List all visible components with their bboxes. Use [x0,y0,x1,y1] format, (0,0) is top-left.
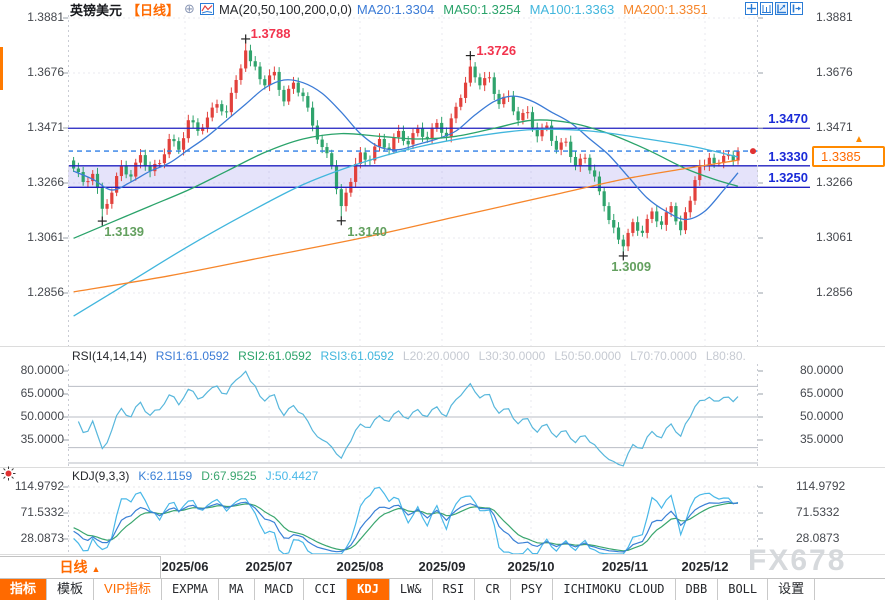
toolbar-button-dbb[interactable]: DBB [676,579,719,600]
toolbar-button-vip[interactable]: VIP指标 [94,579,162,600]
date-label: 2025/09 [418,559,466,574]
toolbar-button-[interactable]: 设置 [768,579,816,600]
kdj-legend-item: D:67.9525 [201,469,257,483]
period-tag: 【日线】 [127,2,180,18]
rsi-legend-item: RSI2:61.0592 [238,349,312,363]
toolbar-button-psy[interactable]: PSY [511,579,554,600]
date-label: 2025/11 [601,559,649,574]
rsi-legend-item: RSI(14,14,14) [72,349,147,363]
watermark: FX678 [748,544,847,577]
collapse-panel-icon[interactable] [790,2,803,15]
toolbar-button-macd[interactable]: MACD [255,579,305,600]
period-selector-label: 日线 [59,559,88,575]
period-selector[interactable]: 日线 ▲ [0,556,161,578]
toolbar-button-ichimokucloud[interactable]: ICHIMOKU CLOUD [553,579,676,600]
kdj-legend-item: KDJ(9,3,3) [72,469,130,483]
date-label: 2025/12 [681,559,729,574]
chart-tool-icons [745,2,803,15]
date-label: 2025/08 [336,559,384,574]
toolbar-button-expma[interactable]: EXPMA [162,579,220,600]
rsi-legend-item: L70:70.0000 [630,349,697,363]
date-label: 2025/07 [245,559,293,574]
ma-legend: MA20:1.3304 MA50:1.3254 MA100:1.3363 MA200:… [357,2,717,17]
zoom-range-icon[interactable] [760,2,773,15]
rsi-legend-item: L30:30.0000 [478,349,546,363]
ma-legend-item: MA50:1.3254 [443,1,521,17]
date-label: 2025/10 [507,559,555,574]
chart-header: 英镑美元 【日线】 ⊕ MA(20,50,100,200,0,0) MA20:1… [70,1,735,17]
indicator-toolbar: 指标 模板 VIP指标 EXPMA MA MACD CCI KDJ LW& RSI CR PSY ICH… [0,579,885,600]
price-up-arrow-icon: ▲ [854,134,864,146]
rsi-legend-item: RSI1:61.0592 [155,349,230,363]
time-axis-row: 日线 ▲ 2025/06 2025/07 2025/08 2025/09 2025/10 2… [0,556,885,579]
kdj-legend-item: K:62.1159 [138,469,193,483]
toolbar-button-cci[interactable]: CCI [304,579,348,600]
axis-scale-icon[interactable] [775,2,788,15]
kdj-legend: KDJ(9,3,3) K:62.1159 D:67.9525 J:50.4427 [72,469,760,483]
toolbar-button-ma[interactable]: MA [219,579,255,600]
symbol-title: 英镑美元 [70,2,123,18]
pan-crosshair-icon[interactable] [745,2,758,15]
ma-settings-label: MA(20,50,100,200,0,0) [218,1,352,17]
left-edge-handle [0,47,3,90]
toolbar-button-cr[interactable]: CR [475,579,511,600]
current-price-badge: 1.3385 [812,146,885,168]
rsi-legend-item: L80:80. [705,349,746,363]
rsi-legend-item: RSI3:61.0592 [320,349,394,363]
toolbar-button-boll[interactable]: BOLL [718,579,769,600]
rsi-legend-item: L20:20.0000 [402,349,470,363]
kdj-legend-item: J:50.4427 [265,469,319,483]
toolbar-button-rsi[interactable]: RSI [433,579,476,600]
toolbar-button-[interactable]: 指标 [0,579,48,600]
triangle-up-icon: ▲ [91,564,101,574]
add-compare-icon[interactable]: ⊕ [184,1,195,16]
ma-legend-item: MA200:1.3351 [623,1,708,17]
toolbar-button-kdj[interactable]: KDJ [347,579,390,600]
date-label: 2025/06 [161,559,209,574]
ma-legend-item: MA100:1.3363 [529,1,615,17]
rsi-legend: RSI(14,14,14) RSI1:61.0592 RSI2:61.0592 RSI… [72,349,760,363]
toolbar-button-lw[interactable]: LW& [390,579,433,600]
toolbar-button-[interactable]: 模板 [47,579,95,600]
sun-marker-icon [1,466,16,486]
ma-legend-item: MA20:1.3304 [356,1,435,17]
rsi-legend-item: L50:50.0000 [554,349,622,363]
line-chart-icon[interactable] [199,3,214,15]
